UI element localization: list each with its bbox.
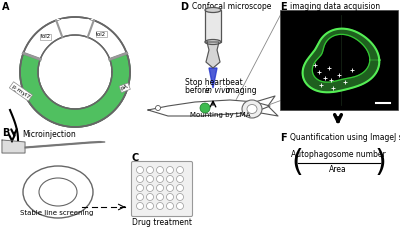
Text: Drug treatment: Drug treatment — [132, 218, 192, 227]
Circle shape — [146, 175, 154, 182]
Circle shape — [166, 202, 174, 209]
Circle shape — [156, 202, 164, 209]
Circle shape — [176, 193, 184, 201]
Text: p_myl7: p_myl7 — [10, 83, 31, 100]
Circle shape — [136, 167, 144, 174]
Text: tol2: tol2 — [40, 34, 50, 39]
Circle shape — [176, 167, 184, 174]
Circle shape — [176, 202, 184, 209]
Ellipse shape — [242, 100, 262, 118]
FancyBboxPatch shape — [205, 10, 221, 42]
Circle shape — [156, 167, 164, 174]
Circle shape — [146, 193, 154, 201]
Circle shape — [20, 17, 130, 127]
Circle shape — [146, 167, 154, 174]
Ellipse shape — [23, 166, 93, 218]
Ellipse shape — [205, 7, 221, 13]
Text: Confocal microscope: Confocal microscope — [192, 2, 271, 11]
Ellipse shape — [247, 104, 257, 113]
Circle shape — [146, 185, 154, 192]
Bar — [280, 10, 398, 110]
Polygon shape — [2, 140, 25, 153]
Text: Microinjection: Microinjection — [22, 130, 76, 139]
Circle shape — [166, 193, 174, 201]
Text: Area: Area — [329, 165, 347, 174]
Circle shape — [156, 175, 164, 182]
Text: Autophagosome number: Autophagosome number — [291, 150, 385, 159]
Text: tol2: tol2 — [96, 32, 106, 37]
Text: Stable line screening: Stable line screening — [20, 210, 93, 216]
Text: Mounting by LMA: Mounting by LMA — [190, 112, 250, 118]
Circle shape — [136, 185, 144, 192]
Polygon shape — [148, 100, 270, 116]
Text: (: ( — [291, 148, 303, 177]
Text: imaging: imaging — [223, 86, 257, 95]
Text: A: A — [2, 2, 10, 12]
Text: EGFP-LC3: EGFP-LC3 — [54, 20, 96, 28]
Circle shape — [166, 167, 174, 174]
Circle shape — [146, 202, 154, 209]
Polygon shape — [25, 141, 105, 148]
Text: E: E — [280, 2, 287, 12]
Text: pA: pA — [120, 84, 129, 91]
Circle shape — [136, 175, 144, 182]
Text: in vivo: in vivo — [205, 86, 230, 95]
FancyBboxPatch shape — [132, 161, 192, 216]
Text: Quantification using ImageJ software: Quantification using ImageJ software — [290, 133, 400, 142]
Circle shape — [176, 185, 184, 192]
Text: C: C — [132, 153, 139, 163]
Text: B: B — [2, 128, 9, 138]
Text: D: D — [180, 2, 188, 12]
Circle shape — [166, 185, 174, 192]
Polygon shape — [206, 42, 220, 68]
Polygon shape — [302, 29, 379, 92]
Polygon shape — [255, 96, 278, 116]
Circle shape — [156, 193, 164, 201]
Text: ): ) — [375, 148, 387, 177]
Text: imaging data acquision: imaging data acquision — [290, 2, 380, 11]
Circle shape — [136, 202, 144, 209]
Circle shape — [136, 193, 144, 201]
Ellipse shape — [39, 178, 77, 206]
Text: Stop heartbeat: Stop heartbeat — [185, 78, 243, 87]
Circle shape — [156, 106, 160, 110]
Circle shape — [156, 185, 164, 192]
Polygon shape — [20, 53, 130, 127]
Text: before: before — [185, 86, 212, 95]
Circle shape — [166, 175, 174, 182]
Circle shape — [200, 103, 210, 113]
Circle shape — [176, 175, 184, 182]
Polygon shape — [209, 68, 217, 88]
Text: F: F — [280, 133, 287, 143]
Ellipse shape — [205, 40, 221, 45]
